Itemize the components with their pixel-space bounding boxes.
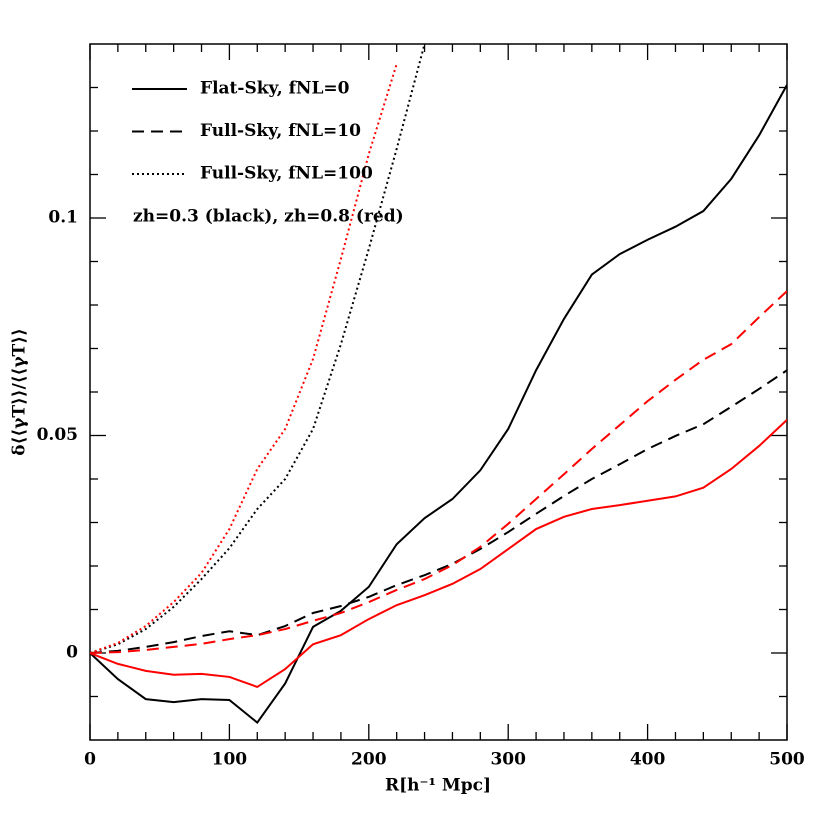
- plot-frame: [89, 43, 788, 741]
- x-tick-label: 0: [84, 750, 96, 770]
- y-tick-label: 0: [66, 643, 78, 663]
- series-line: [90, 369, 787, 654]
- annotation: zh=0.3 (black), zh=0.8 (red): [133, 207, 404, 227]
- series-line: [90, 63, 398, 654]
- x-tick-label: 100: [212, 750, 248, 770]
- x-tick-label: 200: [351, 750, 387, 770]
- legend-label: Flat-Sky, fNL=0: [200, 79, 350, 99]
- y-tick-label: 0.05: [37, 425, 78, 445]
- y-tick-label: 0.1: [48, 208, 78, 228]
- legend-label: Full-Sky, fNL=10: [200, 121, 361, 141]
- x-tick-label: 500: [769, 750, 805, 770]
- y-axis-label: δ⟨⟨γT⟩⟩/⟨⟨γT⟩⟩: [10, 328, 30, 455]
- series-line: [90, 419, 787, 689]
- x-tick-label: 300: [490, 750, 526, 770]
- series-line: [90, 290, 787, 654]
- legend-label: Full-Sky, fNL=100: [200, 164, 373, 184]
- series-line: [90, 44, 426, 654]
- x-tick-label: 400: [630, 750, 666, 770]
- series-line: [90, 84, 787, 725]
- x-axis-label: R[h⁻¹ Mpc]: [385, 776, 491, 796]
